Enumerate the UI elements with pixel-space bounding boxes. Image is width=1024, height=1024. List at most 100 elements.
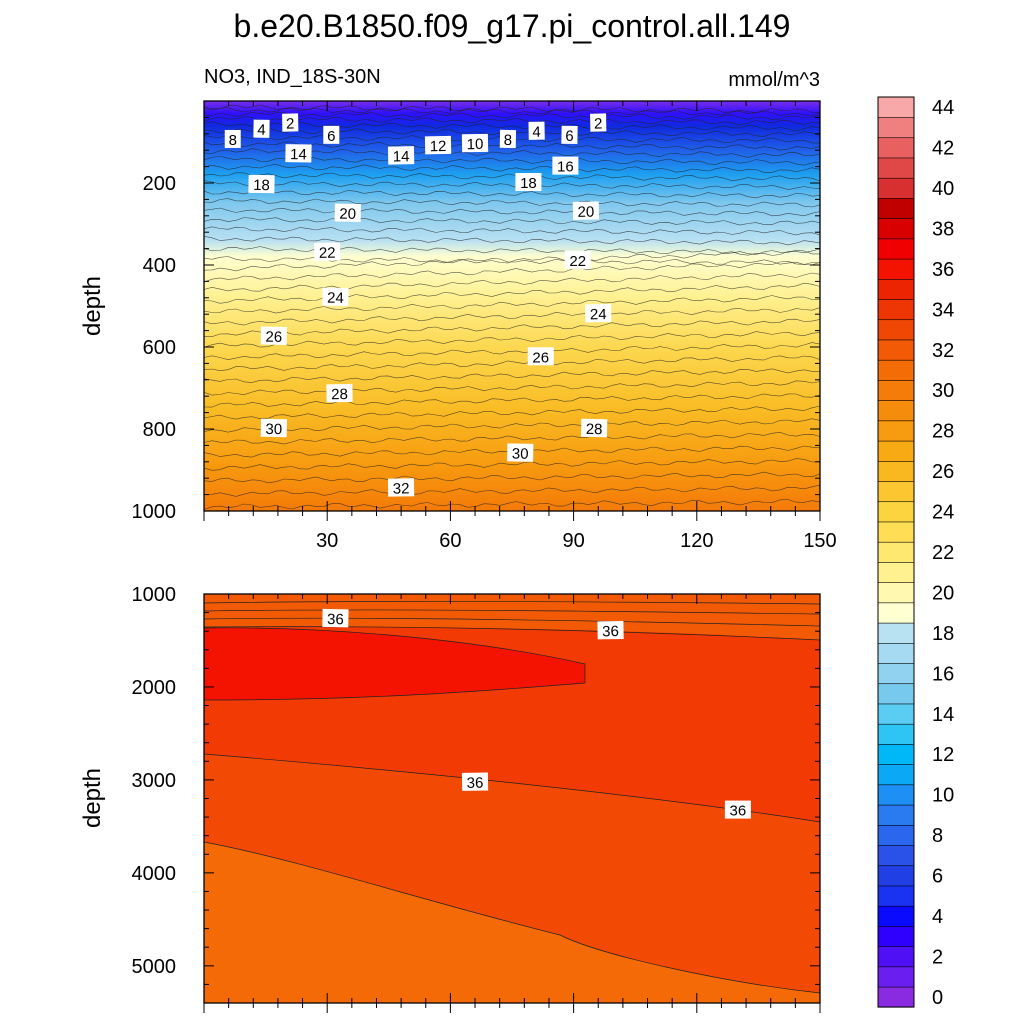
colorbar-swatch	[877, 905, 915, 927]
y-tick-label: 3000	[132, 770, 177, 792]
contour-label-text: 14	[393, 148, 410, 165]
contour-label-text: 36	[602, 623, 619, 640]
contour-line	[204, 617, 820, 627]
colorbar-swatch	[877, 96, 915, 118]
contour-line	[204, 246, 820, 255]
contour-label: 8	[224, 129, 241, 149]
lower-bottom-band	[204, 842, 820, 1003]
contour-line	[204, 484, 820, 497]
contour-label: 4	[528, 121, 545, 141]
contour-line	[204, 217, 820, 226]
colorbar-swatch	[877, 177, 915, 199]
contour-label: 18	[515, 173, 542, 192]
contour-label-text: 16	[557, 159, 574, 176]
contour-label: 18	[248, 174, 275, 194]
contour-label-box	[499, 129, 517, 149]
contour-label-box	[334, 203, 361, 222]
chart-subtitle-right: mmol/m^3	[728, 69, 820, 91]
contour-label-text: 36	[327, 611, 344, 628]
contour-line	[204, 393, 820, 408]
lower-y-axis-label: depth	[79, 768, 106, 828]
contour-label: 16	[552, 156, 579, 176]
contour-label-text: 10	[467, 136, 484, 153]
colorbar-swatch	[877, 703, 915, 725]
contour-label-box	[253, 119, 270, 138]
contour-label: 26	[260, 326, 287, 346]
colorbar-label: 4	[932, 906, 943, 928]
contour-line	[204, 601, 820, 605]
colorbar-label: 14	[932, 704, 954, 726]
contour-label-box	[580, 418, 608, 438]
colorbar-swatch	[877, 238, 915, 260]
contour-label-text: 12	[430, 138, 447, 155]
colorbar: 0246810121416182022242628303234363840424…	[877, 96, 954, 1009]
colorbar-label: 10	[932, 785, 954, 807]
colorbar-swatch	[877, 824, 915, 846]
colorbar-swatch	[877, 541, 915, 563]
contour-label: 22	[314, 242, 341, 262]
colorbar-swatch	[877, 116, 915, 139]
y-tick-label: 600	[143, 337, 176, 359]
colorbar-swatch	[877, 278, 915, 300]
upper-plot-fill	[204, 101, 820, 511]
colorbar-swatch	[877, 460, 915, 482]
contour-label-box	[515, 173, 542, 191]
contour-label-text: 18	[520, 175, 537, 192]
contour-line	[204, 189, 820, 199]
colorbar-label: 40	[932, 178, 954, 200]
contour-label-text: 26	[532, 349, 549, 366]
contour-label-box	[285, 144, 312, 163]
contour-label: 20	[572, 201, 600, 221]
colorbar-frame	[877, 96, 915, 1008]
contour-label: 36	[461, 772, 489, 792]
contour-line	[204, 342, 820, 361]
x-tick-label: 90	[562, 530, 584, 552]
contour-label-box	[322, 287, 349, 307]
contour-label-text: 20	[577, 204, 594, 221]
colorbar-swatch	[877, 379, 915, 401]
contour-label-box	[597, 620, 624, 640]
contour-label-text: 36	[467, 775, 484, 792]
contour-label: 20	[334, 203, 361, 223]
contour-label: 28	[326, 383, 353, 403]
colorbar-swatch	[877, 986, 915, 1008]
contour-line	[204, 256, 820, 266]
contour-label-box	[461, 772, 489, 791]
colorbar-label: 38	[932, 218, 954, 240]
lower-contour-labels: 36 36 36 36	[322, 608, 751, 820]
contour-line	[204, 318, 820, 338]
colorbar-swatch	[877, 501, 915, 523]
contour-label-box	[322, 608, 349, 628]
contour-label: 32	[387, 478, 415, 498]
colorbar-label: 0	[932, 987, 943, 1009]
colorbar-swatch	[877, 258, 915, 280]
colorbar-label: 12	[932, 744, 954, 766]
colorbar-swatch	[877, 339, 915, 361]
contour-label-text: 22	[319, 245, 336, 262]
upper-plot-frame	[203, 100, 821, 512]
contour-line	[204, 248, 820, 272]
contour-line	[204, 272, 820, 292]
contour-label-text: 30	[512, 445, 529, 462]
colorbar-swatch	[877, 480, 915, 503]
lower-top-gradient-band	[204, 594, 820, 640]
colorbar-swatch	[877, 865, 915, 887]
contour-label-text: 22	[569, 253, 586, 270]
colorbar-label: 36	[932, 259, 954, 281]
contour-line	[204, 355, 820, 372]
colorbar-swatch	[877, 925, 915, 947]
contour-label: 30	[260, 418, 287, 438]
contour-label: 36	[322, 608, 349, 628]
contour-line	[204, 172, 820, 182]
contour-line	[204, 405, 820, 420]
colorbar-swatch	[877, 561, 915, 583]
colorbar-swatch	[877, 723, 915, 745]
colorbar-label: 24	[932, 502, 954, 524]
x-tick-label: 30	[316, 530, 338, 552]
upper-y-axis: 200 400 600 800 1000	[132, 100, 820, 523]
contour-line	[204, 111, 820, 120]
contour-line	[204, 107, 820, 117]
contour-label-box	[387, 478, 415, 497]
y-tick-label: 1000	[132, 501, 177, 523]
